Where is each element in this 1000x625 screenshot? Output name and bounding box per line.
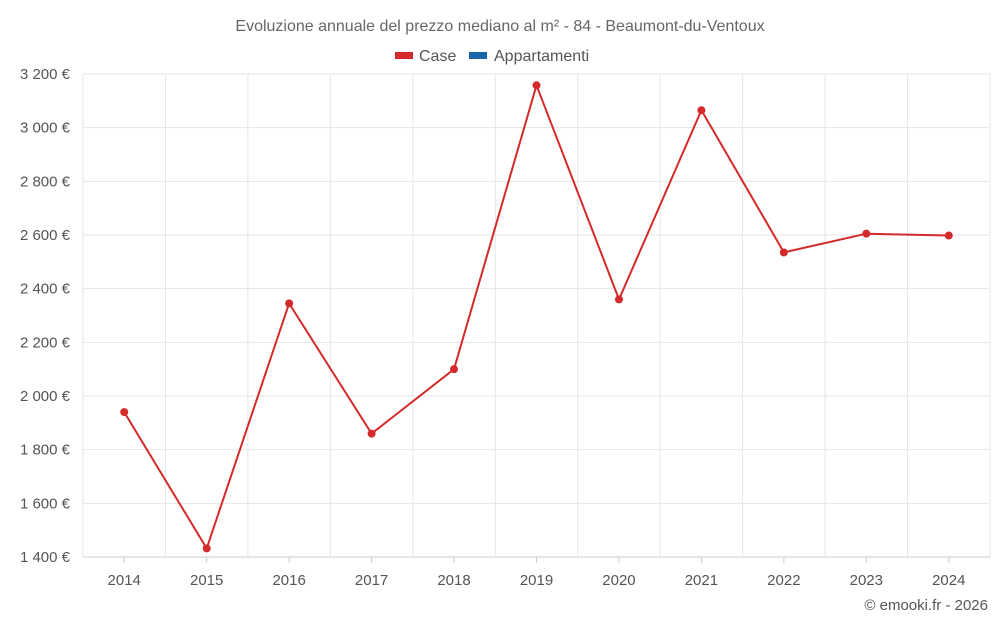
x-tick-label: 2020 (602, 572, 635, 589)
y-tick-label: 2 000 € (20, 388, 71, 405)
y-axis: 1 400 € 1 600 € 1 800 € 2 000 € 2 200 € 2 400… (20, 66, 71, 566)
y-tick-label: 1 800 € (20, 442, 71, 459)
data-point-case[interactable] (862, 229, 871, 238)
y-tick-label: 1 400 € (20, 549, 71, 566)
data-point-case[interactable] (202, 544, 211, 553)
credit-text: © emooki.fr - 2026 (864, 597, 988, 614)
legend-item-appartamenti[interactable]: Appartamenti (469, 48, 589, 65)
data-point-case[interactable] (285, 299, 294, 308)
x-tick-label: 2019 (520, 572, 553, 589)
y-tick-label: 2 200 € (20, 334, 71, 351)
y-tick-label: 2 400 € (20, 281, 71, 298)
x-tick-label: 2016 (272, 572, 305, 589)
x-tick-label: 2024 (932, 572, 965, 589)
data-point-case[interactable] (614, 295, 623, 304)
x-axis: 2014 2015 2016 2017 2018 2019 2020 2021 2022 2023… (108, 557, 965, 589)
data-point-case[interactable] (944, 231, 953, 240)
data-point-case[interactable] (367, 429, 376, 438)
y-tick-label: 1 600 € (20, 495, 71, 512)
x-tick-label: 2018 (437, 572, 470, 589)
y-tick-label: 3 200 € (20, 66, 71, 83)
series-case (120, 81, 953, 553)
y-tick-label: 2 800 € (20, 173, 71, 190)
data-point-case[interactable] (697, 106, 706, 115)
x-tick-label: 2022 (767, 572, 800, 589)
chart-title: Evoluzione annuale del prezzo mediano al… (235, 18, 764, 35)
grid (82, 73, 991, 558)
legend-item-case[interactable]: Case (395, 48, 456, 65)
legend-swatch-case (395, 52, 413, 59)
legend-swatch-appartamenti (469, 52, 487, 59)
x-tick-label: 2021 (685, 572, 718, 589)
data-point-case[interactable] (450, 365, 459, 374)
data-point-case[interactable] (120, 408, 129, 417)
y-tick-label: 3 000 € (20, 120, 71, 137)
x-tick-label: 2015 (190, 572, 223, 589)
data-point-case[interactable] (532, 81, 541, 90)
legend: Case Appartamenti (395, 48, 589, 65)
x-tick-label: 2017 (355, 572, 388, 589)
y-tick-label: 2 600 € (20, 227, 71, 244)
data-point-case[interactable] (779, 248, 788, 257)
x-tick-label: 2014 (108, 572, 141, 589)
x-tick-label: 2023 (850, 572, 883, 589)
legend-label-appartamenti: Appartamenti (494, 48, 589, 65)
legend-label-case: Case (419, 48, 456, 65)
